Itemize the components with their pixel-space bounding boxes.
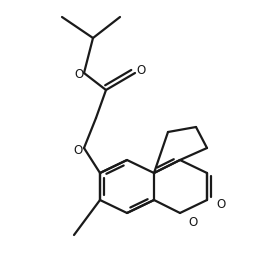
Text: O: O (136, 64, 146, 78)
Text: O: O (73, 144, 83, 156)
Text: O: O (74, 69, 84, 82)
Text: O: O (188, 215, 198, 228)
Text: O: O (216, 199, 226, 212)
